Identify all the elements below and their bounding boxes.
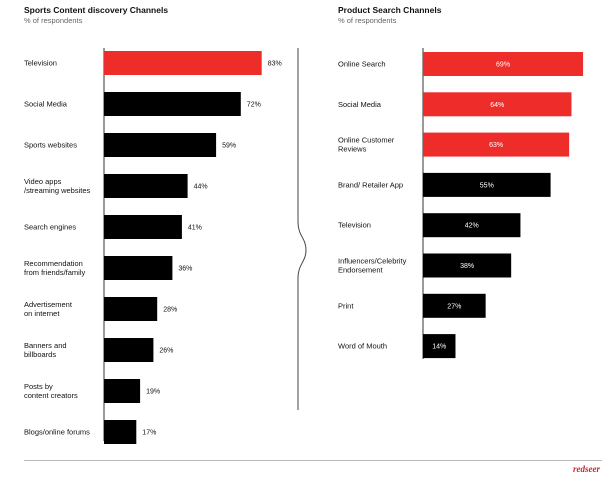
left-category-label-advertisement-on-internet: Advertisement on internet	[24, 300, 73, 318]
left-bar-television	[104, 51, 262, 75]
left-category-label-social-media: Social Media	[24, 100, 68, 109]
left-bar-video-apps-streaming-websites	[104, 174, 188, 198]
right-bar-online-search	[423, 52, 584, 76]
right-bar-brand-retailer-app	[423, 172, 551, 197]
left-bar-sports-websites	[104, 133, 217, 157]
left-bar-banners-and-billboards	[104, 338, 154, 362]
left-category-label-television: Television	[24, 59, 57, 68]
left-value-label-recommendation-from-friends-family: 36%	[178, 266, 192, 273]
left-value-label-advertisement-on-internet: 28%	[163, 307, 177, 314]
right-category-label-brand-retailer-app: Brand/ Retailer App	[338, 180, 403, 189]
right-chart-title: Product Search Channels	[338, 5, 442, 15]
right-value-label-brand-retailer-app: 55%	[480, 182, 494, 189]
left-bar-blogs-online-forums	[104, 420, 137, 444]
right-category-label-social-media: Social Media	[338, 100, 382, 109]
left-category-label-posts-by-content-creators: Posts by content creators	[24, 382, 78, 400]
left-category-label-blogs-online-forums: Blogs/online forums	[24, 428, 90, 437]
left-category-label-banners-and-billboards: Banners and billboards	[24, 341, 67, 359]
right-value-label-television: 42%	[465, 223, 479, 230]
right-category-label-online-search: Online Search	[338, 60, 386, 69]
left-value-label-video-apps-streaming-websites: 44%	[194, 184, 208, 191]
left-value-label-search-engines: 41%	[188, 225, 202, 232]
left-value-label-blogs-online-forums: 17%	[142, 430, 156, 437]
brand-logo: redseer	[573, 464, 600, 474]
right-value-label-word-of-mouth: 14%	[432, 344, 446, 351]
left-category-label-video-apps-streaming-websites: Video apps/streaming websites	[24, 177, 91, 195]
left-chart-subtitle: % of respondents	[24, 16, 83, 25]
left-chart-title: Sports Content discovery Channels	[24, 5, 169, 15]
right-chart-subtitle: % of respondents	[338, 16, 397, 25]
right-value-label-influencers-celebrity-endorsement: 38%	[460, 263, 474, 270]
right-bar-online-customer-reviews	[423, 132, 570, 157]
left-value-label-sports-websites: 59%	[222, 143, 236, 150]
left-bar-posts-by-content-creators	[104, 379, 141, 403]
left-value-label-television: 83%	[268, 61, 282, 68]
left-category-label-recommendation-from-friends-family: Recommendation from friends/family	[24, 259, 86, 277]
left-value-label-posts-by-content-creators: 19%	[146, 389, 160, 396]
chart-divider-brace	[297, 48, 307, 410]
bottom-divider	[24, 460, 602, 461]
left-category-label-search-engines: Search engines	[24, 223, 76, 232]
right-category-label-word-of-mouth: Word of Mouth	[338, 342, 387, 351]
right-bar-television	[423, 213, 521, 238]
right-category-label-print: Print	[338, 301, 354, 310]
right-bar-social-media	[423, 92, 572, 117]
right-category-label-television: Television	[338, 221, 371, 230]
left-value-label-social-media: 72%	[247, 102, 261, 109]
left-category-label-sports-websites: Sports websites	[24, 141, 77, 150]
left-value-label-banners-and-billboards: 26%	[159, 348, 173, 355]
right-value-label-social-media: 64%	[490, 102, 504, 109]
right-bar-print	[423, 293, 486, 318]
left-bar-search-engines	[104, 215, 182, 239]
left-bar-recommendation-from-friends-family	[104, 256, 173, 280]
right-value-label-online-search: 69%	[496, 62, 510, 69]
right-bar-influencers-celebrity-endorsement	[423, 253, 512, 278]
right-category-label-online-customer-reviews: Online Customer Reviews	[338, 136, 395, 154]
right-value-label-print: 27%	[447, 303, 461, 310]
right-value-label-online-customer-reviews: 63%	[489, 142, 503, 149]
right-category-label-influencers-celebrity-endorsement: Influencers/Celebrity Endorsement	[338, 257, 407, 275]
left-bar-chart: Television 83% Social Media 72% Sports websi…	[24, 48, 282, 444]
left-bar-advertisement-on-internet	[104, 297, 158, 321]
left-bar-social-media	[104, 92, 241, 116]
right-bar-word-of-mouth	[423, 334, 456, 359]
right-bar-chart: Online Search 69% Social Media 64% Online Cu…	[338, 48, 584, 359]
